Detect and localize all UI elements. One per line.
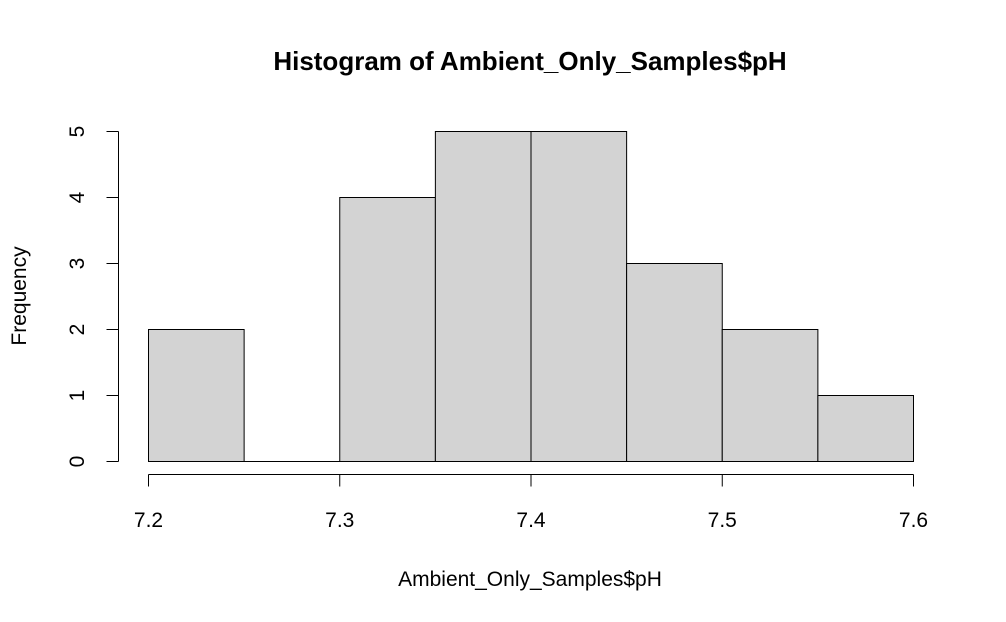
bars-group bbox=[148, 131, 914, 462]
histogram-bar-5 bbox=[626, 263, 723, 462]
y-tick-label-0: 0 bbox=[66, 456, 89, 468]
x-tick-label-3: 7.5 bbox=[708, 509, 737, 532]
x-axis: 7.2 7.3 7.4 7.5 7.6 bbox=[134, 474, 928, 532]
histogram-bar-6 bbox=[721, 329, 819, 462]
histogram-bar-2 bbox=[339, 197, 436, 462]
histogram-bar-0 bbox=[148, 329, 245, 462]
y-tick-label-4: 4 bbox=[66, 191, 89, 203]
y-axis: 0 1 2 3 4 5 bbox=[66, 126, 119, 468]
x-tick-label-1: 7.3 bbox=[325, 509, 354, 532]
histogram-bar-4 bbox=[530, 131, 628, 462]
histogram-bar-7 bbox=[817, 395, 914, 462]
y-axis-label: Frequency bbox=[8, 246, 31, 346]
chart-title: Histogram of Ambient_Only_Samples$pH bbox=[273, 46, 786, 76]
histogram-bar-3 bbox=[434, 131, 532, 462]
x-tick-label-2: 7.4 bbox=[516, 509, 546, 532]
x-axis-label: Ambient_Only_Samples$pH bbox=[398, 568, 662, 591]
x-tick-label-4: 7.6 bbox=[899, 509, 928, 532]
y-tick-label-2: 2 bbox=[66, 324, 89, 336]
y-tick-label-1: 1 bbox=[66, 390, 89, 402]
y-tick-label-3: 3 bbox=[66, 258, 89, 270]
x-tick-label-0: 7.2 bbox=[134, 509, 163, 532]
y-tick-label-5: 5 bbox=[66, 126, 89, 138]
